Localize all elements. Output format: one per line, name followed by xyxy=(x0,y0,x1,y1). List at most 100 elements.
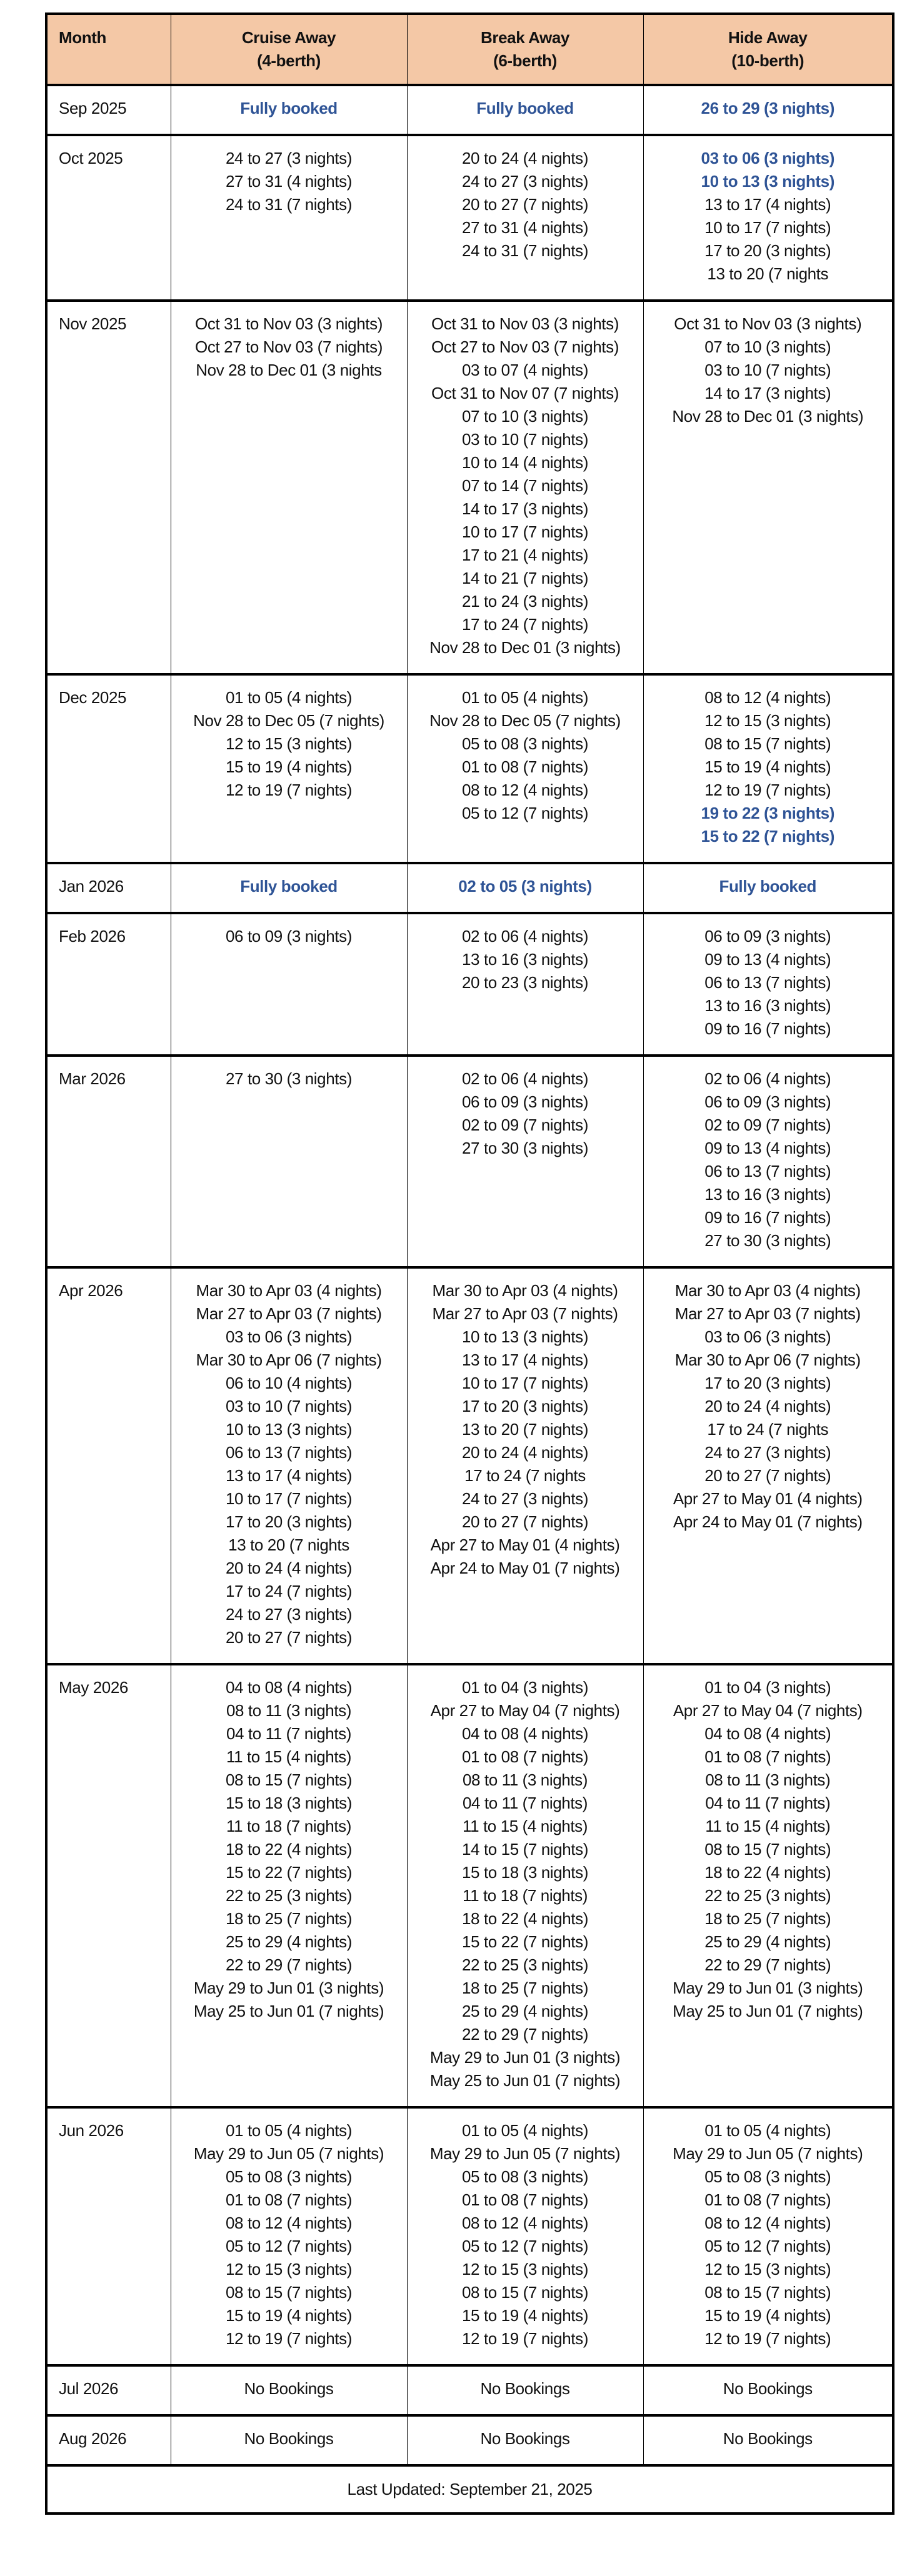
availability-entry: Oct 31 to Nov 07 (7 nights) xyxy=(431,384,619,402)
hide-away-cell: Fully booked xyxy=(643,863,894,913)
availability-entry: 13 to 16 (3 nights) xyxy=(704,1185,831,1204)
availability-entry: 06 to 13 (7 nights) xyxy=(704,1162,831,1181)
break-away-cell: 01 to 05 (4 nights) Nov 28 to Dec 05 (7 n… xyxy=(406,674,644,863)
availability-entry: No Bookings xyxy=(723,2379,813,2398)
availability-entry: May 29 to Jun 05 (7 nights) xyxy=(429,2144,621,2163)
availability-entry: May 25 to Jun 01 (7 nights) xyxy=(193,2002,384,2020)
availability-entry: 08 to 12 (4 nights) xyxy=(704,2214,831,2232)
availability-entry: 02 to 06 (4 nights) xyxy=(462,1069,588,1088)
availability-entry: 11 to 18 (7 nights) xyxy=(226,1817,352,1835)
table-row: Feb 2026 06 to 09 (3 nights) 02 to 06 (4 n… xyxy=(46,913,894,1056)
availability-entry: 02 to 05 (3 nights) xyxy=(458,877,592,896)
availability-entry: 01 to 04 (3 nights) xyxy=(462,1678,588,1697)
availability-entry: 17 to 20 (3 nights) xyxy=(226,1512,352,1531)
hide-away-cell: No Bookings xyxy=(643,2415,894,2465)
month-cell: Aug 2026 xyxy=(46,2415,171,2465)
availability-entry: 05 to 08 (3 nights) xyxy=(226,2167,352,2186)
break-away-cell: 01 to 05 (4 nights) May 29 to Jun 05 (7 n… xyxy=(406,2107,644,2365)
availability-entry: Fully booked xyxy=(719,877,817,896)
availability-entry: Apr 27 to May 04 (7 nights) xyxy=(673,1701,863,1720)
table-row: Oct 2025 24 to 27 (3 nights) 27 to 31 (4 n… xyxy=(46,135,894,301)
availability-entry: 09 to 16 (7 nights) xyxy=(704,1208,831,1227)
availability-entry: 14 to 17 (3 nights) xyxy=(704,384,831,402)
availability-entry: 15 to 19 (4 nights) xyxy=(226,757,352,776)
availability-entry: 06 to 09 (3 nights) xyxy=(226,927,352,946)
cruise-away-cell: 01 to 05 (4 nights) Nov 28 to Dec 05 (7 n… xyxy=(170,674,408,863)
availability-entry: 20 to 24 (4 nights) xyxy=(226,1559,352,1577)
availability-entry: 04 to 08 (4 nights) xyxy=(704,1724,831,1743)
break-away-cell: No Bookings xyxy=(406,2415,644,2465)
availability-entry: Fully booked xyxy=(476,99,574,117)
break-away-cell: Fully booked xyxy=(406,85,644,135)
availability-entry: 08 to 15 (7 nights) xyxy=(226,2283,352,2302)
availability-entry: 24 to 27 (3 nights) xyxy=(462,172,588,191)
availability-entry: 12 to 19 (7 nights) xyxy=(704,2329,831,2348)
month-cell: May 2026 xyxy=(46,1664,171,2107)
cruise-away-cell: Mar 30 to Apr 03 (4 nights) Mar 27 to Apr… xyxy=(170,1267,408,1664)
availability-entry: 08 to 11 (3 nights) xyxy=(462,1770,588,1789)
cruise-away-cell: 01 to 05 (4 nights) May 29 to Jun 05 (7 n… xyxy=(170,2107,408,2365)
availability-entry: 04 to 11 (7 nights) xyxy=(462,1794,588,1812)
availability-entry: 12 to 19 (7 nights) xyxy=(226,781,352,799)
cruise-away-cell: Fully booked xyxy=(170,85,408,135)
hide-away-cell: 01 to 04 (3 nights) Apr 27 to May 04 (7 n… xyxy=(643,1664,894,2107)
availability-entry: 05 to 12 (7 nights) xyxy=(226,2237,352,2255)
availability-entry: 15 to 19 (4 nights) xyxy=(704,757,831,776)
availability-entry: 11 to 18 (7 nights) xyxy=(462,1886,588,1905)
availability-entry: 10 to 13 (3 nights) xyxy=(462,1327,588,1346)
availability-entry: 08 to 15 (7 nights) xyxy=(704,2283,831,2302)
cruise-away-cell: 04 to 08 (4 nights) 08 to 11 (3 nights) 04… xyxy=(170,1664,408,2107)
availability-entry: Oct 27 to Nov 03 (7 nights) xyxy=(195,337,383,356)
availability-entry: 03 to 06 (3 nights) xyxy=(701,149,835,167)
availability-entry: 10 to 13 (3 nights) xyxy=(701,172,835,191)
availability-entry: 27 to 31 (4 nights) xyxy=(226,172,352,191)
availability-entry: 03 to 07 (4 nights) xyxy=(462,361,588,379)
hide-away-cell: 08 to 12 (4 nights) 12 to 15 (3 nights) 08… xyxy=(643,674,894,863)
month-cell: Sep 2025 xyxy=(46,85,171,135)
availability-entry: 15 to 22 (7 nights) xyxy=(701,827,835,846)
availability-entry: 24 to 27 (3 nights) xyxy=(462,1489,588,1508)
availability-entry: 03 to 10 (7 nights) xyxy=(226,1397,352,1415)
availability-entry: Mar 30 to Apr 06 (7 nights) xyxy=(196,1350,382,1369)
availability-entry: 08 to 15 (7 nights) xyxy=(704,734,831,753)
availability-entry: 01 to 05 (4 nights) xyxy=(704,2121,831,2140)
availability-entry: 20 to 23 (3 nights) xyxy=(462,973,588,992)
header-berth: (4-berth) xyxy=(257,51,321,70)
availability-entry: 01 to 05 (4 nights) xyxy=(226,2121,352,2140)
availability-entry: 13 to 20 (7 nights) xyxy=(462,1420,588,1439)
availability-entry: 04 to 11 (7 nights) xyxy=(226,1724,352,1743)
availability-entry: 22 to 25 (3 nights) xyxy=(462,1955,588,1974)
availability-entry: 17 to 24 (7 nights) xyxy=(462,615,588,634)
availability-entry: May 25 to Jun 01 (7 nights) xyxy=(429,2071,621,2090)
availability-entry: 01 to 05 (4 nights) xyxy=(226,688,352,707)
availability-entry: 09 to 13 (4 nights) xyxy=(704,1139,831,1157)
cruise-away-cell: 24 to 27 (3 nights) 27 to 31 (4 nights) 24… xyxy=(170,135,408,301)
availability-entry: 22 to 29 (7 nights) xyxy=(462,2025,588,2044)
cruise-away-cell: 27 to 30 (3 nights) xyxy=(170,1056,408,1267)
availability-entry: 06 to 09 (3 nights) xyxy=(462,1092,588,1111)
month-cell: Feb 2026 xyxy=(46,913,171,1056)
availability-entry: 19 to 22 (3 nights) xyxy=(701,804,835,822)
availability-entry: Oct 31 to Nov 03 (3 nights) xyxy=(674,314,862,333)
availability-entry: 14 to 15 (7 nights) xyxy=(462,1840,588,1859)
availability-entry: 12 to 15 (3 nights) xyxy=(462,2260,588,2279)
availability-entry: 08 to 11 (3 nights) xyxy=(226,1701,352,1720)
availability-entry: 17 to 20 (3 nights) xyxy=(462,1397,588,1415)
table-row: Dec 2025 01 to 05 (4 nights) Nov 28 to Dec… xyxy=(46,674,894,863)
hide-away-cell: 06 to 09 (3 nights) 09 to 13 (4 nights) 06… xyxy=(643,913,894,1056)
availability-entry: 20 to 27 (7 nights) xyxy=(704,1466,831,1485)
availability-entry: 18 to 25 (7 nights) xyxy=(226,1909,352,1928)
availability-entry: 27 to 31 (4 nights) xyxy=(462,218,588,237)
availability-entry: Nov 28 to Dec 05 (7 nights) xyxy=(193,711,384,730)
availability-entry: 15 to 22 (7 nights) xyxy=(462,1932,588,1951)
availability-entry: 17 to 20 (3 nights) xyxy=(704,1374,831,1392)
availability-entry: May 29 to Jun 01 (3 nights) xyxy=(429,2048,621,2067)
availability-entry: 05 to 08 (3 nights) xyxy=(704,2167,831,2186)
availability-entry: 12 to 19 (7 nights) xyxy=(462,2329,588,2348)
availability-entry: 12 to 19 (7 nights) xyxy=(226,2329,352,2348)
availability-entry: Mar 30 to Apr 03 (4 nights) xyxy=(432,1281,618,1300)
month-cell: Jun 2026 xyxy=(46,2107,171,2365)
availability-entry: No Bookings xyxy=(480,2429,570,2448)
availability-entry: 01 to 08 (7 nights) xyxy=(704,2190,831,2209)
table-row: Nov 2025 Oct 31 to Nov 03 (3 nights) Oct 2… xyxy=(46,301,894,674)
